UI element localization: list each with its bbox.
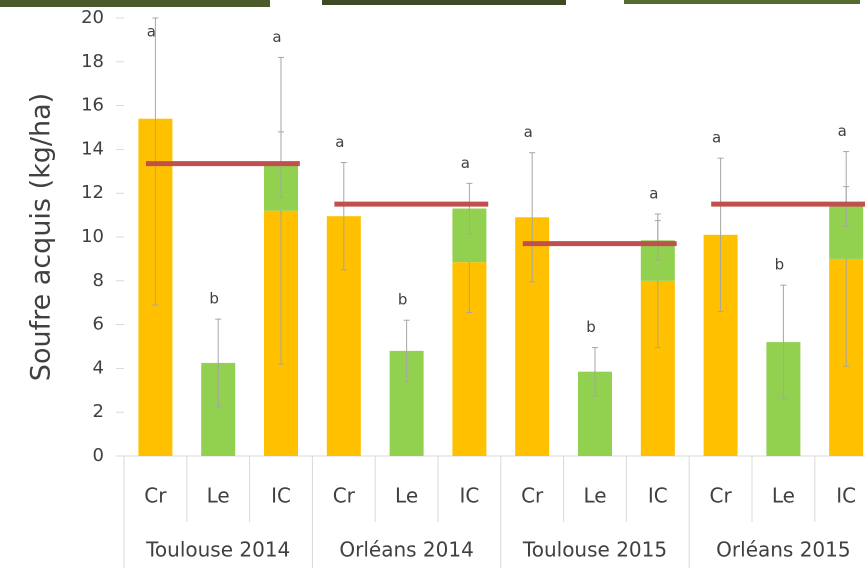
group-label: Toulouse 2015 bbox=[522, 538, 667, 562]
x-tick-label: Cr bbox=[144, 484, 167, 508]
y-tick-label: 8 bbox=[93, 270, 104, 291]
x-tick-label: IC bbox=[648, 484, 668, 508]
y-tick-label: 18 bbox=[81, 51, 104, 72]
group-label: Orléans 2014 bbox=[339, 538, 473, 562]
x-tick-label: Le bbox=[583, 484, 606, 508]
x-tick-label: Cr bbox=[710, 484, 733, 508]
y-tick-label: 2 bbox=[93, 401, 104, 422]
significance-letter: b bbox=[398, 291, 408, 309]
significance-letter: b bbox=[775, 256, 785, 274]
y-tick-label: 0 bbox=[93, 445, 104, 466]
x-tick-label: IC bbox=[836, 484, 856, 508]
x-tick-label: Cr bbox=[521, 484, 544, 508]
significance-letter: a bbox=[147, 23, 156, 41]
photo-strip bbox=[0, 0, 270, 7]
x-tick-label: Le bbox=[772, 484, 795, 508]
photo-strip bbox=[624, 0, 860, 4]
significance-letter: a bbox=[335, 133, 344, 151]
y-tick-label: 20 bbox=[81, 7, 104, 28]
group-label: Toulouse 2014 bbox=[145, 538, 290, 562]
significance-letter: b bbox=[209, 290, 219, 308]
x-tick-label: IC bbox=[459, 484, 479, 508]
significance-letter: a bbox=[649, 185, 658, 203]
x-tick-label: Le bbox=[207, 484, 230, 508]
y-tick-label: 6 bbox=[93, 314, 104, 335]
y-tick-label: 14 bbox=[81, 138, 104, 159]
y-tick-label: 16 bbox=[81, 95, 104, 116]
significance-letter: a bbox=[272, 28, 281, 46]
x-tick-label: Cr bbox=[333, 484, 356, 508]
y-tick-label: 12 bbox=[81, 182, 104, 203]
y-axis-label: Soufre acquis (kg/ha) bbox=[26, 93, 57, 381]
significance-letter: a bbox=[838, 122, 847, 140]
significance-letter: a bbox=[524, 123, 533, 141]
significance-letter: a bbox=[461, 154, 470, 172]
x-tick-label: IC bbox=[271, 484, 291, 508]
group-label: Orléans 2015 bbox=[716, 538, 850, 562]
x-tick-label: Le bbox=[395, 484, 418, 508]
y-tick-label: 10 bbox=[81, 226, 104, 247]
significance-letter: a bbox=[712, 129, 721, 147]
photo-strip bbox=[322, 0, 566, 5]
significance-letter: b bbox=[586, 318, 596, 336]
y-tick-label: 4 bbox=[93, 357, 104, 378]
